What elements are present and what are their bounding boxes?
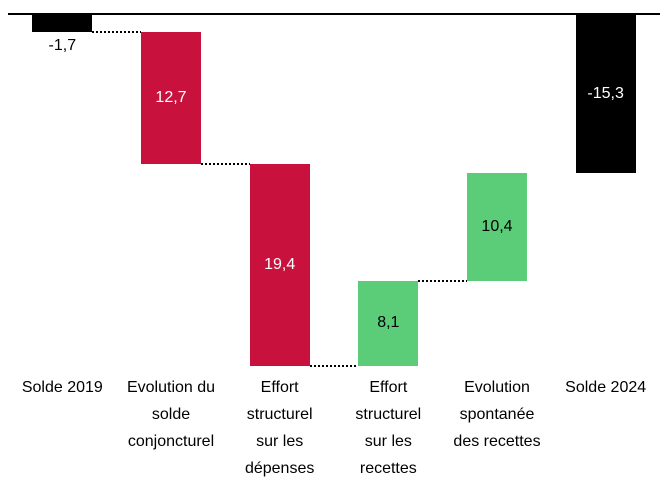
category-label-solde-2024: Solde 2024 [565, 379, 647, 396]
bar-solde-2019 [32, 14, 93, 32]
category-label-evolution-spontanee-des-recettes: Evolution spontanée des recettes [453, 379, 541, 450]
bar-effort-structurel-sur-les-depenses [249, 163, 310, 366]
bar-evolution-spontanee-des-recettes [467, 173, 527, 282]
bar-solde-2024 [575, 14, 636, 174]
connector-line [527, 13, 576, 15]
bar-effort-structurel-sur-les-recettes [358, 281, 419, 366]
connector-line [418, 280, 467, 283]
baseline-axis [8, 12, 660, 15]
connector-line [309, 364, 359, 367]
category-label-solde-2019: Solde 2019 [21, 379, 103, 396]
value-label-evolution-du-solde-conjoncturel: 12,7 [155, 88, 187, 106]
category-label-effort-structurel-sur-les-depenses: Effort structurel sur les dépenses [244, 379, 315, 477]
value-label-solde-2024: -15,3 [587, 84, 624, 102]
value-label-solde-2019: -1,7 [48, 36, 77, 54]
category-label-effort-structurel-sur-les-recettes: Effort structurel sur les recettes [355, 379, 422, 477]
value-label-effort-structurel-sur-les-recettes: 8,1 [377, 314, 400, 332]
category-label-evolution-du-solde-conjoncturel: Evolution du solde conjoncturel [126, 379, 216, 450]
connector-line [92, 30, 141, 33]
value-label-effort-structurel-sur-les-depenses: 19,4 [264, 255, 296, 273]
value-label-evolution-spontanee-des-recettes: 10,4 [481, 218, 513, 236]
bar-evolution-du-solde-conjoncturel [141, 31, 201, 164]
connector-line [201, 162, 250, 165]
